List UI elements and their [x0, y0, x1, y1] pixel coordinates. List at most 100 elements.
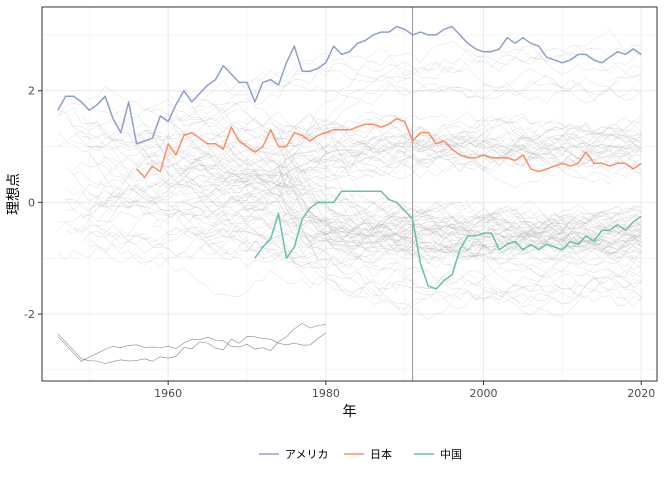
background-country-line — [191, 131, 642, 186]
background-country-line — [238, 115, 642, 212]
series-line-アメリカ — [57, 25, 642, 145]
background-country-line — [81, 135, 642, 261]
background-country-line — [270, 135, 642, 234]
background-country-line — [57, 66, 642, 124]
background-country-line — [97, 179, 642, 240]
background-country-line — [168, 93, 642, 239]
background-country-line — [57, 227, 642, 261]
background-country-line — [302, 176, 642, 239]
background-country-line — [152, 111, 642, 149]
background-country-line — [81, 114, 642, 253]
background-country-line — [57, 142, 642, 249]
background-country-line — [278, 127, 642, 188]
x-axis-title: 年 — [343, 404, 357, 420]
background-country-line — [223, 48, 642, 96]
y-tick-label: 0 — [28, 196, 35, 209]
background-country-line — [136, 130, 642, 238]
background-country-line — [207, 187, 642, 256]
background-country-line — [97, 200, 642, 256]
background-country-line — [215, 184, 642, 241]
background-country-line — [191, 116, 642, 173]
background-country-line — [246, 184, 642, 289]
background-country-line — [191, 211, 642, 268]
background-country-line — [89, 40, 642, 213]
background-country-line — [97, 68, 642, 226]
background-country-line — [65, 226, 642, 304]
background-country-lines — [57, 29, 642, 364]
background-country-line — [97, 97, 642, 257]
background-country-line — [207, 29, 642, 249]
y-axis-title: 理想点 — [6, 173, 22, 215]
background-country-line — [57, 323, 326, 362]
background-country-line — [57, 119, 642, 233]
background-country-line — [136, 144, 642, 277]
background-country-line — [144, 129, 642, 180]
background-country-line — [73, 108, 642, 153]
background-country-line — [57, 130, 642, 180]
background-country-line — [207, 152, 642, 252]
x-tick-label: 1980 — [312, 387, 340, 400]
background-country-line — [278, 123, 642, 171]
background-country-line — [73, 130, 642, 266]
series-line-中国 — [254, 190, 642, 290]
plot-panel-border — [41, 6, 658, 382]
x-tick-label: 2000 — [470, 387, 498, 400]
background-country-line — [215, 130, 642, 257]
background-country-line — [262, 119, 642, 155]
background-country-line — [65, 124, 642, 213]
background-country-line — [89, 145, 642, 264]
background-country-line — [57, 107, 642, 258]
background-country-line — [152, 129, 642, 225]
background-country-line — [191, 104, 642, 251]
y-tick-label: 2 — [28, 85, 35, 98]
x-tick-label: 2020 — [627, 387, 655, 400]
highlighted-series — [57, 25, 642, 290]
background-country-line — [96, 165, 642, 317]
background-country-line — [199, 188, 642, 264]
background-country-line — [89, 122, 642, 253]
legend-label: 中国 — [440, 448, 462, 461]
background-country-line — [207, 206, 642, 254]
background-country-line — [191, 208, 642, 310]
legend-label: アメリカ — [285, 448, 328, 461]
background-country-line — [73, 151, 642, 189]
x-axis-ticks: 1960 1980 2000 2020 — [154, 381, 655, 400]
background-country-line — [89, 227, 642, 267]
background-country-line — [81, 116, 642, 222]
background-country-line — [89, 154, 642, 233]
background-country-line — [65, 186, 642, 277]
background-country-line — [89, 193, 642, 304]
background-country-line — [65, 173, 642, 251]
legend-item-中国: 中国 — [414, 448, 462, 461]
background-country-line — [89, 103, 642, 175]
background-country-line — [136, 132, 642, 255]
background-country-line — [294, 125, 642, 180]
background-country-line — [325, 125, 642, 238]
background-country-line — [144, 106, 642, 320]
background-country-line — [238, 218, 642, 270]
background-country-line — [270, 132, 642, 235]
background-country-line — [168, 70, 642, 121]
background-country-line — [57, 117, 642, 231]
background-country-line — [57, 110, 642, 264]
legend-item-日本: 日本 — [344, 447, 392, 461]
background-country-line — [136, 135, 642, 209]
background-country-line — [73, 45, 642, 206]
background-country-line — [191, 113, 642, 145]
background-country-line — [65, 167, 642, 253]
background-country-line — [152, 143, 642, 186]
background-country-line — [81, 145, 642, 244]
background-country-line — [97, 74, 642, 206]
background-country-line — [317, 155, 642, 252]
background-country-line — [254, 240, 642, 269]
background-country-line — [136, 123, 642, 240]
background-country-line — [73, 160, 642, 230]
y-axis-ticks: -2 0 2 — [24, 85, 42, 321]
background-country-line — [73, 209, 642, 260]
x-tick-label: 1960 — [154, 387, 182, 400]
background-country-line — [96, 117, 642, 223]
background-country-line — [152, 225, 642, 262]
background-country-line — [278, 166, 642, 244]
background-country-line — [97, 99, 642, 168]
